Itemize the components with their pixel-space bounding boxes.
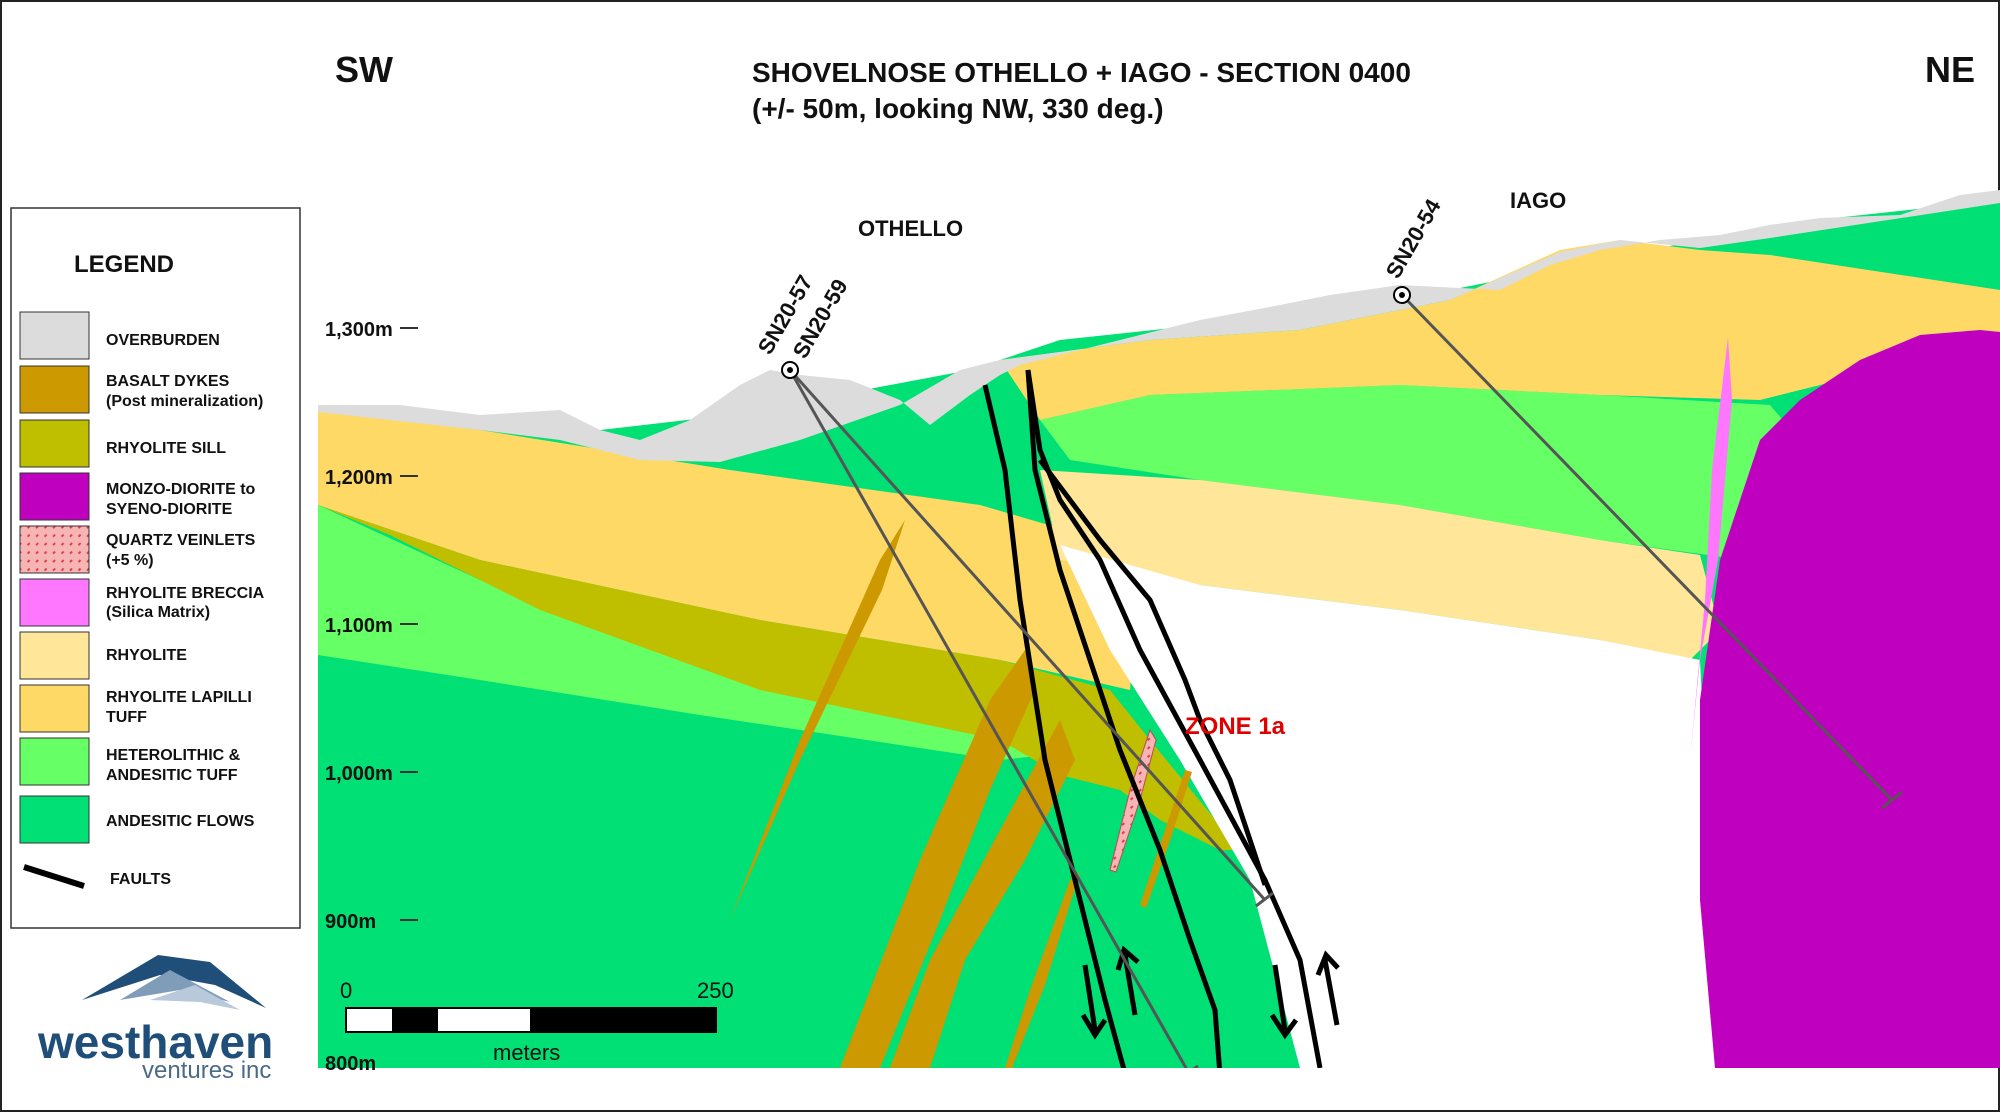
legend-item-rhyolite: RHYOLITE xyxy=(19,631,187,680)
legend-item-quartz-veinlets: QUARTZ VEINLETS (+5 %) xyxy=(19,525,256,574)
scale-start-label: 0 xyxy=(340,978,352,1003)
fault-line-west xyxy=(982,384,1127,1068)
rhyolite-sill-swatch xyxy=(19,419,90,468)
drillhole-trace-sn20-57 xyxy=(788,369,1188,1068)
svg-text:SYENO-DIORITE: SYENO-DIORITE xyxy=(106,501,233,518)
fault-movement-arrows xyxy=(1080,945,1340,1040)
svg-text:ANDESITIC TUFF: ANDESITIC TUFF xyxy=(106,767,238,784)
andesitic-flows-swatch xyxy=(19,795,90,844)
legend-item-andesitic-flows: ANDESITIC FLOWS xyxy=(19,795,255,844)
overburden-swatch xyxy=(19,311,90,360)
mountain-logo-icon xyxy=(82,955,266,1010)
svg-text:RHYOLITE BRECCIA: RHYOLITE BRECCIA xyxy=(106,585,265,602)
monzo-diorite-intrusion xyxy=(1700,330,2000,1068)
basalt-dyke-2 xyxy=(890,720,1075,1068)
scale-bar: 0 250 meters xyxy=(340,978,734,1065)
elevation-label: 1,200m xyxy=(325,467,393,489)
drillhole-trace-sn20-59 xyxy=(788,368,1267,902)
company-logo: westhaven ventures inc xyxy=(37,955,273,1084)
monzo-diorite-swatch xyxy=(19,472,90,521)
svg-text:RHYOLITE: RHYOLITE xyxy=(106,647,187,664)
svg-text:RHYOLITE LAPILLI: RHYOLITE LAPILLI xyxy=(106,689,252,706)
svg-text:TUFF: TUFF xyxy=(106,709,147,726)
rhyolite-lapilli-tuff-west xyxy=(318,410,1140,690)
svg-text:MONZO-DIORITE to: MONZO-DIORITE to xyxy=(106,481,256,498)
elevation-axis: 1,300m 1,200m 1,100m 1,000m 900m 800m xyxy=(325,319,418,1075)
drillhole-trace-sn20-54 xyxy=(1400,293,1894,802)
unmodelled-area xyxy=(1060,545,1720,1068)
zone-1a-label: ZONE 1a xyxy=(1185,713,1286,740)
elevation-label: 900m xyxy=(325,911,376,933)
section-subtitle: (+/- 50m, looking NW, 330 deg.) xyxy=(752,93,1164,124)
logo-tagline: ventures inc xyxy=(142,1057,271,1084)
logo-wordmark: westhaven xyxy=(37,1016,273,1068)
legend-item-monzo-diorite: MONZO-DIORITE to SYENO-DIORITE xyxy=(19,472,256,521)
drillhole-collars xyxy=(781,286,1411,379)
scale-end-label: 250 xyxy=(697,978,734,1003)
rhyolite-breccia-dyke xyxy=(1690,338,1732,760)
fault-line-east-outer xyxy=(1038,458,1268,886)
heterolithic-tuff-east xyxy=(1040,385,1800,565)
scale-unit-label: meters xyxy=(493,1040,560,1065)
elevation-label: 1,100m xyxy=(325,615,393,637)
fault-line-central xyxy=(1025,369,1222,1068)
elevation-label: 1,000m xyxy=(325,763,393,785)
svg-text:HETEROLITHIC &: HETEROLITHIC & xyxy=(106,747,241,764)
legend-item-rhyolite-lapilli-tuff: RHYOLITE LAPILLI TUFF xyxy=(19,684,252,733)
svg-text:RHYOLITE SILL: RHYOLITE SILL xyxy=(106,440,226,457)
legend-item-faults: FAULTS xyxy=(23,864,171,889)
heterolithic-tuff-swatch xyxy=(19,737,90,786)
rhyolite-swatch xyxy=(19,631,90,680)
svg-text:(Silica Matrix): (Silica Matrix) xyxy=(106,604,210,621)
svg-text:(+5 %): (+5 %) xyxy=(106,552,154,569)
legend-item-rhyolite-breccia: RHYOLITE BRECCIA (Silica Matrix) xyxy=(19,578,265,627)
rhyolite-sill-unit xyxy=(318,505,1240,850)
basalt-dyke-thin-2 xyxy=(1005,872,1080,1068)
elevation-label: 800m xyxy=(325,1053,376,1075)
svg-text:OVERBURDEN: OVERBURDEN xyxy=(106,332,220,349)
iago-label: IAGO xyxy=(1510,188,1566,213)
rhyolite-breccia-swatch xyxy=(19,578,90,627)
drillhole-traces xyxy=(788,293,1903,1068)
svg-text:QUARTZ VEINLETS: QUARTZ VEINLETS xyxy=(106,532,256,549)
svg-text:ANDESITIC FLOWS: ANDESITIC FLOWS xyxy=(106,813,255,830)
elevation-label: 1,300m xyxy=(325,319,393,341)
legend-item-rhyolite-sill: RHYOLITE SILL xyxy=(19,419,226,468)
rhyolite-lapilli-tuff-east xyxy=(1000,240,2000,420)
svg-text:(Post mineralization): (Post mineralization) xyxy=(106,393,263,410)
quartz-veinlets-swatch xyxy=(19,525,90,574)
section-title: SHOVELNOSE OTHELLO + IAGO - SECTION 0400 xyxy=(752,57,1411,88)
geologic-section xyxy=(318,190,2000,1068)
svg-text:BASALT DYKES: BASALT DYKES xyxy=(106,373,230,390)
legend-item-basalt-dykes: BASALT DYKES (Post mineralization) xyxy=(19,365,263,414)
basalt-dykes-swatch xyxy=(19,365,90,414)
basalt-dyke-thin-1 xyxy=(730,520,905,920)
legend-item-overburden: OVERBURDEN xyxy=(19,311,220,360)
legend-title: LEGEND xyxy=(74,251,174,278)
othello-label: OTHELLO xyxy=(858,216,963,241)
direction-label-left: SW xyxy=(335,49,393,90)
rhyolite-unit xyxy=(1040,470,1720,660)
legend-item-heterolithic-tuff: HETEROLITHIC & ANDESITIC TUFF xyxy=(19,737,241,786)
svg-text:FAULTS: FAULTS xyxy=(110,871,171,888)
andesitic-flows-ne-band xyxy=(1770,205,2000,290)
basalt-dyke-1 xyxy=(840,650,1035,1068)
rhyolite-lapilli-tuff-swatch xyxy=(19,684,90,733)
overburden-unit xyxy=(318,190,2000,462)
fault-line-symbol xyxy=(23,864,85,889)
direction-label-right: NE xyxy=(1925,49,1975,90)
legend-panel: LEGEND OVERBURDEN BASALT DYKES (Post min… xyxy=(10,207,301,929)
